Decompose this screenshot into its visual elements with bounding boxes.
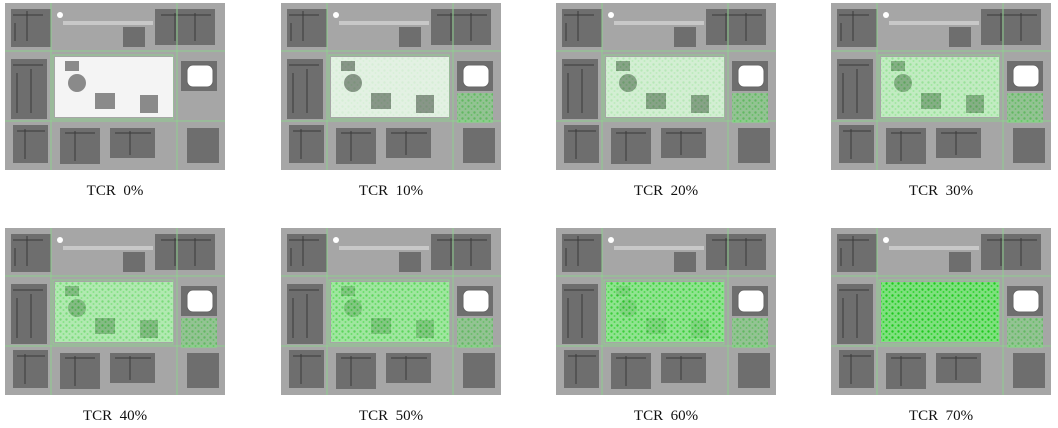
- map-panel: [830, 2, 1052, 171]
- tree-cover: [606, 282, 724, 342]
- tree-cover-side: [457, 93, 493, 123]
- tree-cover: [331, 57, 449, 117]
- tree-cover-side: [457, 318, 493, 348]
- map-panel: [555, 2, 777, 171]
- tree-cover-side: [732, 93, 768, 123]
- tree-cover: [881, 282, 999, 342]
- caption: TCR 70%: [909, 408, 973, 423]
- tree-cover-side: [1007, 318, 1043, 348]
- caption: TCR 0%: [87, 183, 144, 199]
- tree-cover-side: [1007, 93, 1043, 123]
- map-panel: [4, 2, 226, 171]
- tree-cover: [331, 282, 449, 342]
- map-panel: [830, 227, 1052, 396]
- map-panel: [280, 227, 502, 396]
- caption: TCR 30%: [909, 183, 973, 199]
- tree-cover: [606, 57, 724, 117]
- map-panel: [4, 227, 226, 396]
- caption: TCR 60%: [634, 408, 698, 423]
- caption: TCR 10%: [359, 183, 423, 199]
- tree-cover: [55, 282, 173, 342]
- tree-cover-side: [181, 318, 217, 348]
- tree-cover-side: [732, 318, 768, 348]
- map-panel: [555, 227, 777, 396]
- caption: TCR 20%: [634, 183, 698, 199]
- caption: TCR 40%: [83, 408, 147, 423]
- caption: TCR 50%: [359, 408, 423, 423]
- tree-cover: [881, 57, 999, 117]
- map-panel: [280, 2, 502, 171]
